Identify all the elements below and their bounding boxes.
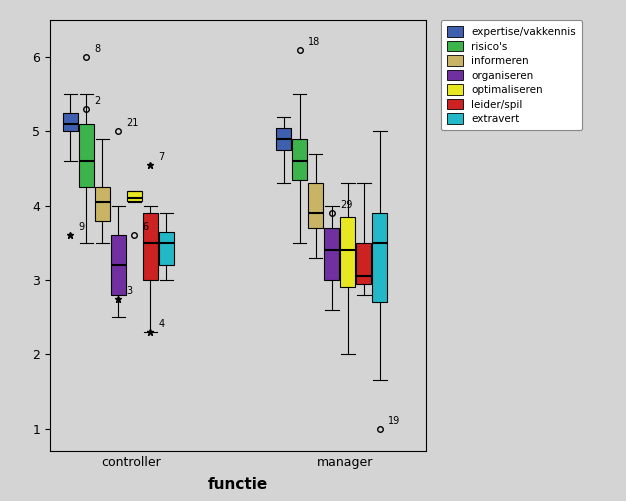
FancyBboxPatch shape: [276, 128, 291, 150]
FancyBboxPatch shape: [372, 213, 387, 302]
Text: 18: 18: [308, 37, 321, 47]
Text: 7: 7: [158, 152, 165, 162]
X-axis label: functie: functie: [208, 477, 268, 492]
Text: 19: 19: [388, 416, 400, 426]
Legend: expertise/vakkennis, risico's, informeren, organiseren, optimaliseren, leider/sp: expertise/vakkennis, risico's, informere…: [441, 20, 582, 130]
FancyBboxPatch shape: [356, 243, 371, 284]
FancyBboxPatch shape: [111, 235, 126, 295]
FancyBboxPatch shape: [79, 124, 94, 187]
Text: 3: 3: [126, 286, 133, 296]
Text: 8: 8: [95, 44, 101, 54]
FancyBboxPatch shape: [63, 113, 78, 131]
FancyBboxPatch shape: [341, 217, 356, 288]
FancyBboxPatch shape: [308, 183, 323, 228]
Text: 9: 9: [79, 222, 85, 232]
FancyBboxPatch shape: [127, 191, 142, 200]
Text: 4: 4: [158, 319, 165, 329]
Text: 21: 21: [126, 119, 139, 128]
FancyBboxPatch shape: [159, 232, 174, 265]
Text: 2: 2: [95, 96, 101, 106]
Text: 29: 29: [340, 200, 352, 210]
FancyBboxPatch shape: [292, 139, 307, 180]
Text: 6: 6: [143, 222, 149, 232]
FancyBboxPatch shape: [324, 228, 339, 280]
FancyBboxPatch shape: [143, 213, 158, 280]
FancyBboxPatch shape: [95, 187, 110, 220]
